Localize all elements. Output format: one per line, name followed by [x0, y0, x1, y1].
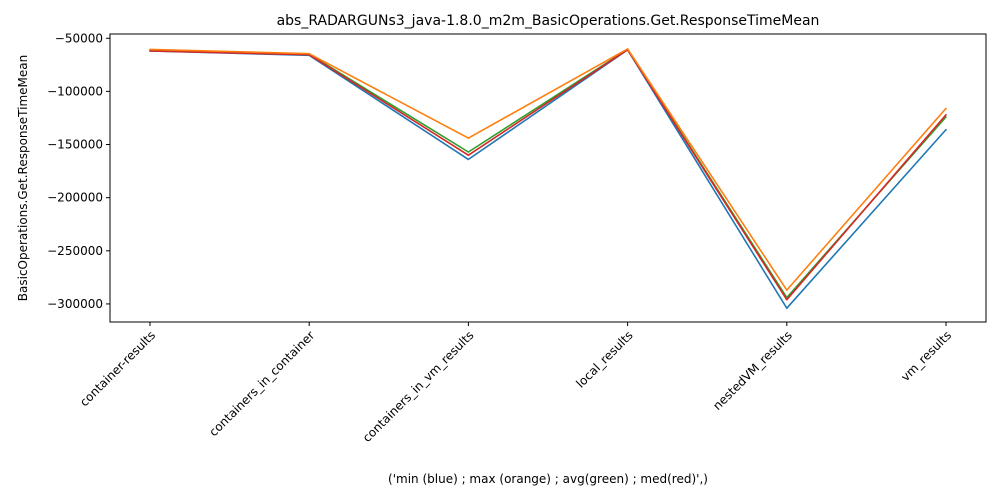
- y-tick-label: −250000: [47, 244, 103, 258]
- series-0-point: [945, 128, 947, 131]
- series-3-point: [149, 48, 151, 51]
- x-axis-label: ('min (blue) ; max (orange) ; avg(green)…: [388, 472, 708, 486]
- x-tick-label: containers_in_vm_results: [360, 328, 477, 445]
- series-line-1: [149, 48, 947, 299]
- series-2-point: [945, 113, 947, 116]
- series-3-point: [308, 52, 311, 55]
- series-line-0: [149, 49, 947, 310]
- series-1-point: [467, 151, 470, 153]
- series-2-point: [786, 298, 788, 301]
- y-tick-label: −100000: [47, 84, 103, 98]
- series-0-point: [786, 307, 788, 309]
- y-tick-label: −300000: [47, 297, 103, 311]
- y-tick-label: −50000: [55, 31, 103, 45]
- series-2-point: [149, 50, 151, 52]
- y-tick-label: −150000: [47, 138, 103, 152]
- series-line-3: [149, 48, 947, 291]
- y-axis-label: BasicOperations.Get.ResponseTimeMean: [16, 55, 30, 301]
- x-tick-label: container-results: [77, 328, 158, 409]
- series-3-point: [626, 48, 629, 50]
- series-layer: [149, 48, 947, 310]
- series-1-point: [945, 116, 947, 118]
- series-3-point: [945, 107, 947, 110]
- series-2-point: [467, 154, 470, 156]
- x-tick-label: vm_results: [898, 328, 954, 384]
- series-3-point: [467, 137, 470, 139]
- x-tick-label: containers_in_container: [206, 328, 317, 439]
- x-tick-label: nestedVM_results: [710, 328, 795, 413]
- y-tick-label: −200000: [47, 191, 103, 205]
- series-line-2: [149, 48, 947, 301]
- series-3-point: [786, 289, 788, 291]
- plot-frame: [109, 33, 987, 323]
- x-axis: container-results containers_in_container…: [77, 322, 954, 445]
- x-tick-label: local_results: [573, 328, 635, 390]
- series-0-point: [467, 158, 470, 161]
- chart-title: abs_RADARGUNs3_java-1.8.0_m2m_BasicOpera…: [277, 13, 820, 29]
- y-axis: −50000 −100000 −150000 −200000 −250000 −30000…: [47, 31, 110, 311]
